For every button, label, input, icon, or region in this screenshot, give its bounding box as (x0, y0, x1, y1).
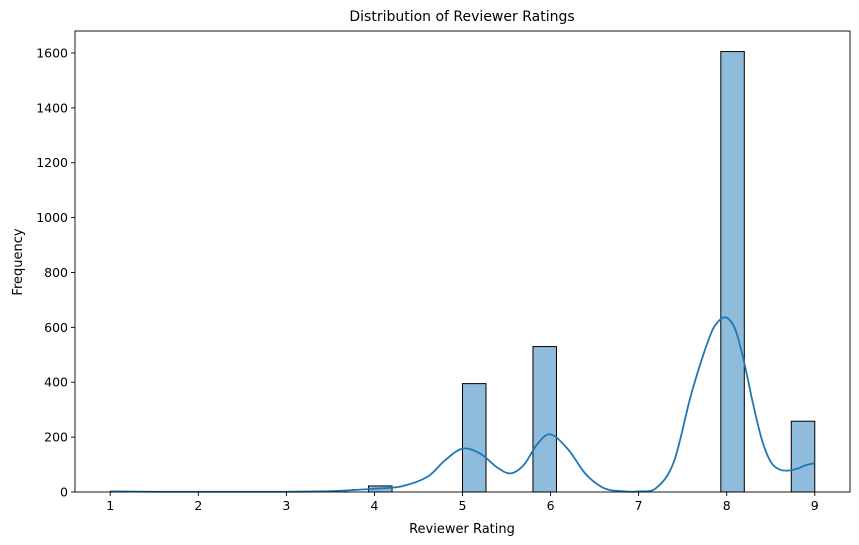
y-tick-label: 800 (44, 265, 68, 280)
x-tick-label: 4 (370, 498, 378, 513)
x-axis-ticks: 1 2 3 4 5 6 7 8 9 (106, 492, 819, 513)
x-tick-label: 9 (811, 498, 819, 513)
x-tick-label: 7 (635, 498, 643, 513)
x-axis-label: Reviewer Rating (409, 522, 515, 537)
y-tick-label: 1400 (36, 100, 68, 115)
y-tick-label: 400 (44, 375, 68, 390)
histogram-bar-4 (720, 51, 745, 493)
x-tick-label: 3 (282, 498, 290, 513)
y-tick-label: 200 (44, 430, 68, 445)
y-tick-label: 1600 (36, 45, 68, 60)
chart-title: Distribution of Reviewer Ratings (349, 9, 574, 25)
x-tick-label: 2 (194, 498, 202, 513)
y-axis-label: Frequency (11, 228, 26, 295)
x-tick-label: 1 (106, 498, 114, 513)
y-axis-ticks: 0 200 400 600 800 1000 1200 1400 1600 (36, 45, 75, 500)
y-tick-label: 1000 (36, 210, 68, 225)
y-tick-label: 1200 (36, 155, 68, 170)
histogram-bar-3 (532, 346, 557, 493)
histogram-bar-5 (790, 420, 816, 493)
x-tick-label: 6 (547, 498, 555, 513)
x-tick-label: 8 (723, 498, 731, 513)
x-tick-label: 5 (459, 498, 467, 513)
kde-line (110, 316, 815, 493)
bars-group (109, 51, 816, 493)
histogram-bar-2 (462, 383, 487, 493)
y-tick-label: 600 (44, 320, 68, 335)
y-tick-label: 0 (60, 485, 68, 500)
